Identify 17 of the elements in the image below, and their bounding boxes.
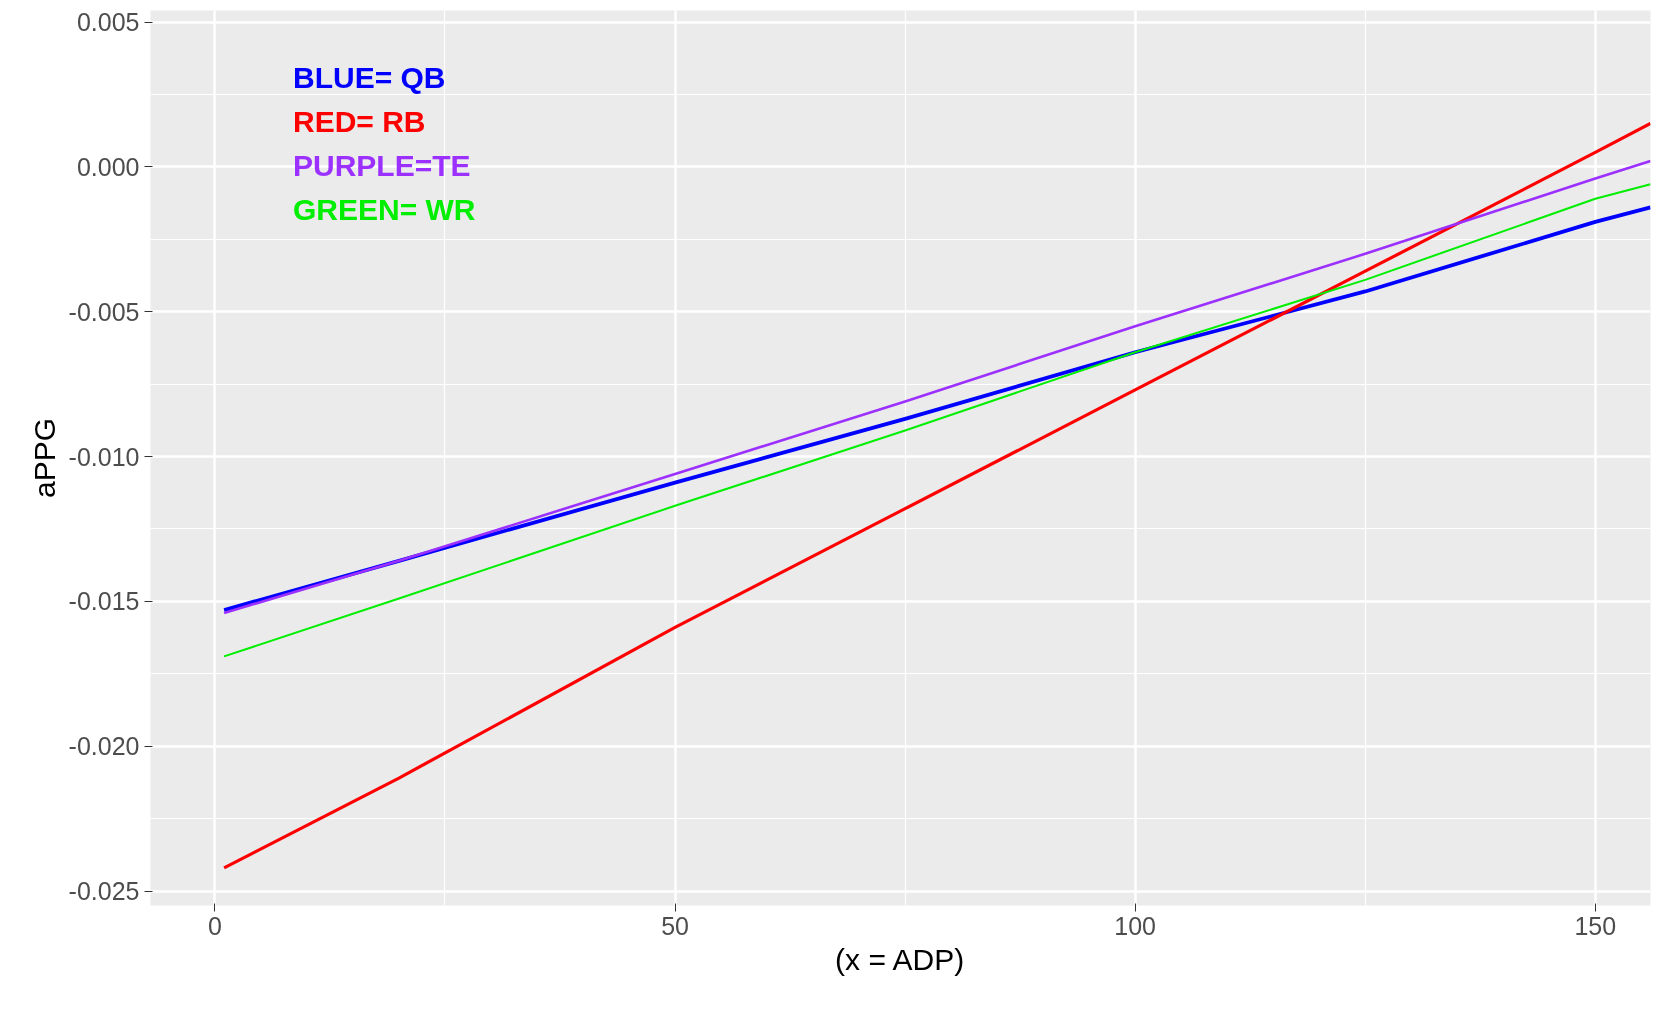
x-tick-label: 100 (1114, 911, 1157, 940)
x-tick-label: 0 (207, 911, 222, 940)
x-axis-title: (x = ADP) (835, 942, 965, 976)
x-tick-label: 50 (661, 911, 689, 940)
y-axis-title: aPPG (27, 417, 61, 499)
y-tick-label: 0.005 (76, 8, 140, 37)
text: RED= RB (293, 104, 426, 138)
y-tick-label: -0.025 (68, 877, 140, 906)
text: GREEN= WR (293, 192, 476, 226)
y-tick-label: -0.005 (68, 297, 140, 326)
text: PURPLE=TE (293, 148, 471, 182)
y-tick-label: -0.020 (68, 732, 140, 761)
y-tick-label: -0.010 (68, 442, 140, 471)
y-tick-label: 0.000 (76, 152, 140, 181)
y-tick-label: -0.015 (68, 587, 140, 616)
x-tick-label: 150 (1574, 911, 1617, 940)
text: BLUE= QB (293, 61, 446, 95)
